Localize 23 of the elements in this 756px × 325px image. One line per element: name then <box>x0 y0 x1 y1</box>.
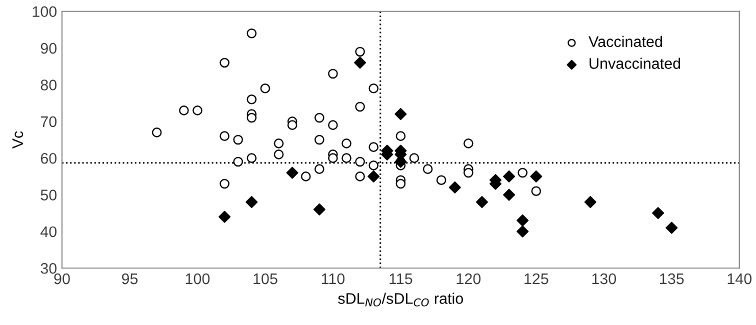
y-tick-label: 80 <box>40 80 57 90</box>
y-axis-title: Vc <box>12 131 24 149</box>
legend-label: Vaccinated <box>588 36 662 48</box>
y-tick-label: 40 <box>40 226 57 238</box>
x-tick-label: 130 <box>592 273 616 284</box>
x-axis-title: sDL$_{NO}$/sDL$_{CO}$ ratio <box>338 292 463 306</box>
x-tick-label: 90 <box>54 273 70 284</box>
x-tick-label: 125 <box>524 273 548 284</box>
x-tick-label: 100 <box>186 273 210 284</box>
x-tick-label: 95 <box>122 273 138 284</box>
y-tick-label: 30 <box>40 262 57 274</box>
y-tick-label: 50 <box>40 190 57 200</box>
y-tick-label: 100 <box>32 6 57 18</box>
x-tick-label: 120 <box>456 273 481 284</box>
x-tick-label: 110 <box>322 273 345 284</box>
legend-label: Unvaccinated <box>590 58 680 69</box>
x-tick-label: 115 <box>390 274 412 284</box>
y-tick-label: 60 <box>40 152 57 164</box>
x-tick-label: 140 <box>728 273 752 284</box>
x-tick-label: 135 <box>660 273 684 284</box>
y-tick-label: 70 <box>40 116 57 128</box>
y-tick-label: 90 <box>40 42 57 54</box>
x-tick-label: 105 <box>254 273 278 284</box>
